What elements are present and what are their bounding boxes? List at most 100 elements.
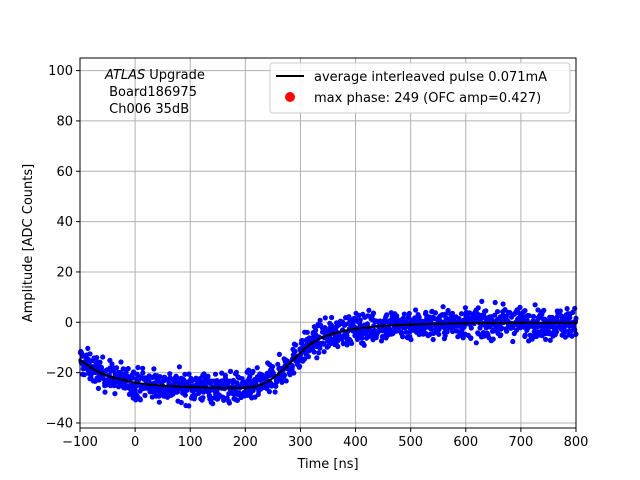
average-pulse-series <box>78 321 578 390</box>
sample-point <box>468 335 474 341</box>
legend-entry-average: average interleaved pulse 0.071mA <box>314 70 547 85</box>
sample-point <box>570 309 576 315</box>
sample-point <box>156 399 162 405</box>
sample-point <box>526 313 532 319</box>
channel-label: Ch006 35dB <box>105 102 189 117</box>
sample-point <box>522 308 528 314</box>
sample-point <box>473 340 479 346</box>
sample-point <box>335 343 341 350</box>
sample-point <box>275 361 281 367</box>
sample-point <box>297 363 303 369</box>
sample-point <box>313 327 319 333</box>
sample-point <box>283 378 289 384</box>
sample-point <box>370 310 377 316</box>
sample-scatter <box>77 298 579 409</box>
average-pulse-point <box>519 321 523 325</box>
x-tick-label: 400 <box>343 435 368 450</box>
x-tick-label: 200 <box>233 435 258 450</box>
average-pulse-point <box>100 372 104 376</box>
average-pulse-point <box>342 329 347 333</box>
sample-point <box>316 350 322 356</box>
sample-point <box>201 371 207 377</box>
x-tick-label: 300 <box>288 435 313 450</box>
average-pulse-point <box>230 386 234 390</box>
axis-ticks: −100 0 100 200 300 400 500 600 700 800 −40 −20 0 20 40… <box>46 64 589 450</box>
sample-point <box>557 308 563 314</box>
sample-point <box>553 329 560 335</box>
sample-point <box>317 345 323 351</box>
atlas-label: ATLAS <box>104 68 145 83</box>
average-pulse-point <box>133 381 137 385</box>
sample-point <box>492 299 498 306</box>
sample-point <box>289 363 295 369</box>
sample-point <box>510 338 516 345</box>
x-tick-label: 600 <box>453 435 478 450</box>
sample-point <box>292 348 298 354</box>
average-pulse-point <box>285 364 289 368</box>
sample-point <box>210 401 216 407</box>
sample-point <box>219 370 225 376</box>
sample-point <box>477 325 483 331</box>
average-pulse-point <box>409 323 413 327</box>
sample-point <box>490 336 496 342</box>
sample-point <box>135 364 141 371</box>
sample-point <box>273 383 279 389</box>
legend: average interleaved pulse 0.071mA max ph… <box>269 62 571 114</box>
sample-point <box>384 312 390 318</box>
x-axis-title: Time [ns] <box>296 457 358 472</box>
sample-point <box>432 310 438 316</box>
average-pulse-point <box>276 372 280 376</box>
average-pulse-point <box>260 383 264 387</box>
sample-point <box>85 345 91 351</box>
y-tick-label: 40 <box>56 215 73 230</box>
average-pulse-point <box>354 327 358 331</box>
sample-point <box>564 306 570 312</box>
sample-point <box>507 310 513 316</box>
average-pulse-line <box>79 321 576 389</box>
sample-point <box>151 366 157 372</box>
sample-point <box>504 328 510 334</box>
sample-point <box>109 361 115 367</box>
y-tick-label: 60 <box>56 165 73 180</box>
average-pulse-point <box>161 384 165 388</box>
y-tick-label: 100 <box>48 64 73 79</box>
sample-point <box>456 316 462 322</box>
sample-point <box>428 326 434 332</box>
sample-point <box>81 372 87 378</box>
sample-point <box>97 359 103 365</box>
average-pulse-point <box>89 366 93 370</box>
average-pulse-point <box>174 384 178 389</box>
sample-point <box>246 367 252 373</box>
sample-point <box>468 325 474 331</box>
average-pulse-point <box>243 386 247 390</box>
sample-point <box>356 312 362 318</box>
sample-point <box>400 334 406 340</box>
average-pulse-point <box>293 356 297 360</box>
sample-point <box>562 329 568 335</box>
y-tick-label: 0 <box>65 316 73 331</box>
x-tick-label: −100 <box>62 435 98 450</box>
sample-point <box>541 307 547 313</box>
sample-point <box>416 314 422 320</box>
sample-point <box>96 377 102 383</box>
average-pulse-point <box>395 323 399 327</box>
sample-point <box>532 302 538 308</box>
sample-point <box>176 364 182 370</box>
sample-point <box>364 321 370 327</box>
sample-point <box>436 331 442 337</box>
average-pulse-point <box>381 324 385 328</box>
average-pulse-point <box>367 325 371 329</box>
sample-point <box>234 397 240 403</box>
sample-point <box>440 304 446 310</box>
sample-point <box>321 341 327 347</box>
sample-point <box>250 368 256 374</box>
legend-entry-max-phase: max phase: 249 (OFC amp=0.427) <box>314 91 541 106</box>
atlas-annotation: ATLAS Upgrade Board186975 Ch006 35dB <box>104 68 205 117</box>
y-tick-label: −20 <box>46 366 73 381</box>
sample-point <box>499 325 505 331</box>
sample-point <box>98 364 104 370</box>
sample-point <box>282 372 288 378</box>
sample-point <box>100 354 106 360</box>
sample-point <box>157 374 163 380</box>
